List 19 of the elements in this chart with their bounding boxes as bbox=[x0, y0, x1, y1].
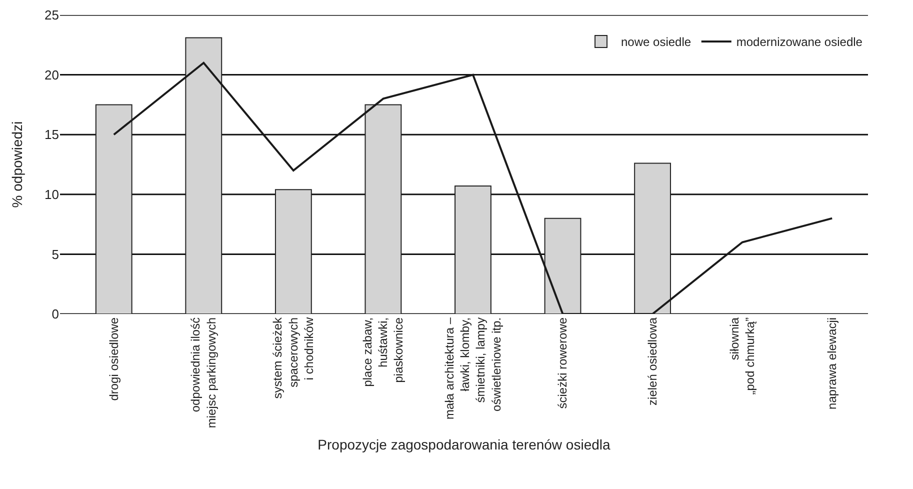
y-tick-label: 15 bbox=[44, 127, 59, 142]
y-tick-label: 0 bbox=[52, 306, 59, 322]
y-tick-label: 10 bbox=[44, 186, 59, 202]
x-axis-title: Propozycje zagospodarowania terenów osiedla bbox=[318, 436, 611, 452]
legend-label: modernizowane osiedle bbox=[736, 35, 863, 50]
x-tick-label: drogi osiedlowe bbox=[106, 317, 121, 401]
bar bbox=[454, 186, 492, 314]
y-axis-title: % odpowiedzi bbox=[9, 121, 25, 208]
x-tick-label: ścieżki rowerowe bbox=[556, 317, 570, 409]
x-tick-label: mała architektura – ławki, klomby, śmietniki, lampy oświetleniowe itp. bbox=[442, 317, 504, 420]
bar bbox=[274, 189, 312, 314]
x-tick-label: siłownia „pod chmurką” bbox=[727, 317, 758, 395]
y-tick-label: 25 bbox=[44, 8, 59, 23]
x-tick-label: system ścieżek spacerowych i chodników bbox=[270, 316, 316, 399]
x-tick-label: zieleń osiedlowa bbox=[645, 317, 660, 406]
legend-label: nowe osiedle bbox=[621, 35, 692, 50]
y-tick-label: 5 bbox=[52, 246, 59, 262]
y-tick-label: 20 bbox=[44, 67, 59, 82]
x-tick-label: naprawa elewacji bbox=[824, 317, 839, 410]
